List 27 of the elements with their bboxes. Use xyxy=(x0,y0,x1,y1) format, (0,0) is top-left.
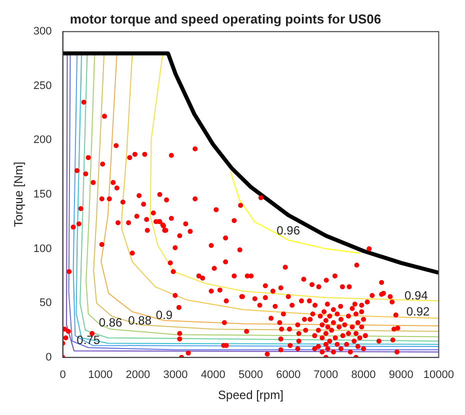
y-axis-title: Torque [Nm] xyxy=(12,162,26,228)
annotation: 0.9 xyxy=(156,308,173,322)
annotation: 0.94 xyxy=(404,288,428,302)
x-tick-label: 4000 xyxy=(200,369,226,382)
y-tick-label: 100 xyxy=(33,242,52,255)
y-tick-label: 50 xyxy=(40,297,52,310)
chart-title: motor torque and speed operating points for US06 xyxy=(70,11,382,26)
x-tick-label: 10000 xyxy=(423,369,454,382)
annotation: 0.92 xyxy=(406,304,430,319)
y-tick-label: 150 xyxy=(33,188,52,201)
x-tick-label: 7000 xyxy=(314,369,338,382)
annotation: 0.96 xyxy=(276,223,300,238)
x-tick-label: 2000 xyxy=(126,369,150,382)
y-tick-label: 250 xyxy=(33,80,52,92)
annotation: 0.88 xyxy=(128,313,152,328)
x-tick-label: 0 xyxy=(60,369,66,382)
x-tick-label: 6000 xyxy=(276,369,301,382)
y-tick-label: 300 xyxy=(33,26,52,38)
x-tick-label: 5000 xyxy=(238,369,263,382)
x-tick-label: 9000 xyxy=(388,369,414,382)
y-tick-label: 200 xyxy=(33,134,52,146)
x-tick-label: 1000 xyxy=(88,369,113,382)
x-axis-title: Speed [rpm] xyxy=(218,388,284,402)
x-tick-label: 3000 xyxy=(163,369,188,382)
annotation: 0.86 xyxy=(98,316,122,330)
x-tick-label: 8000 xyxy=(351,369,376,382)
y-tick-label: 0 xyxy=(46,351,52,364)
